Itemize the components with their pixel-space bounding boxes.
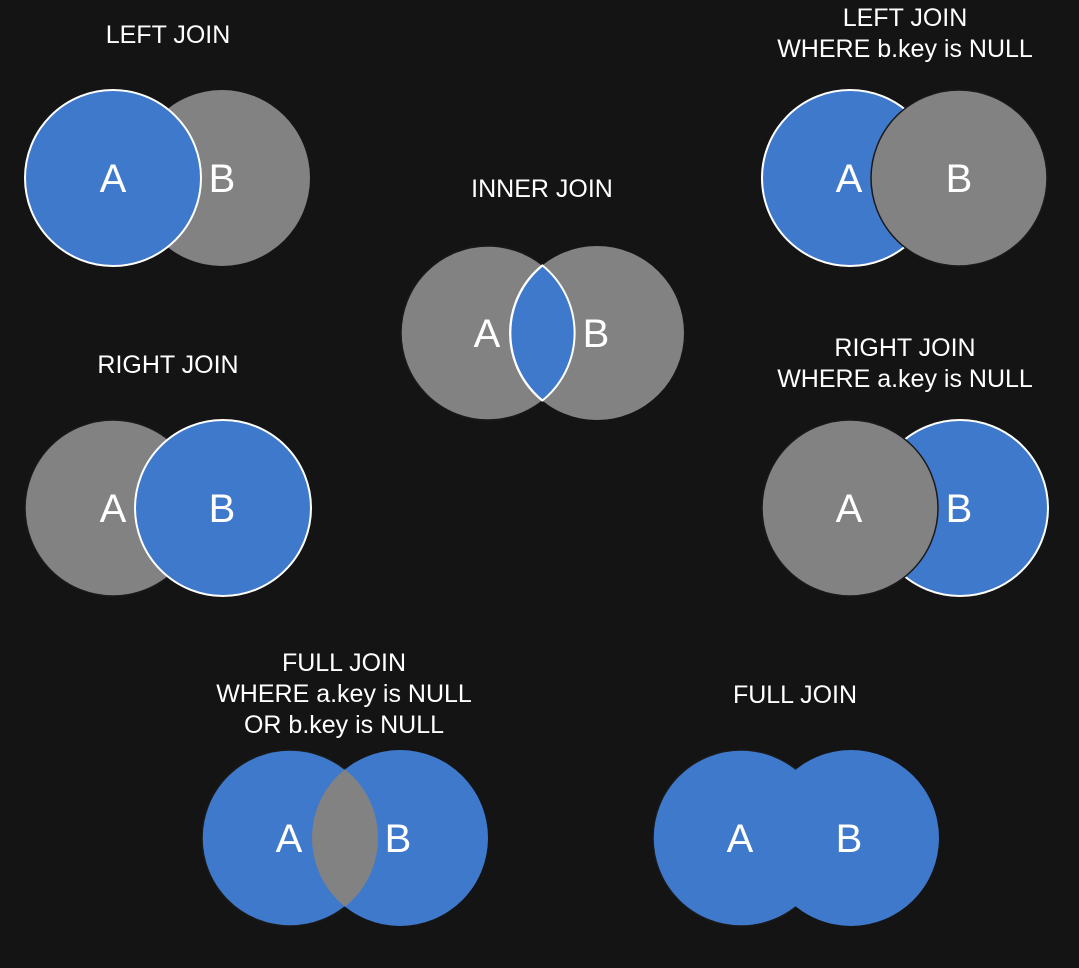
left-excluding-join-title-line-2: WHERE b.key is NULL — [777, 35, 1033, 63]
full-outer-excluding-join-venn: A B — [201, 749, 488, 927]
full-outer-excluding-join-title: FULL JOIN WHERE a.key is NULL OR b.key i… — [216, 648, 472, 741]
right-excluding-join-title-line-1: RIGHT JOIN — [834, 334, 976, 362]
full-outer-excluding-join-title-line-3: OR b.key is NULL — [243, 711, 445, 739]
full-join-set-a-label: A — [727, 817, 754, 861]
inner-join-set-a-label: A — [474, 312, 501, 356]
inner-join-venn: A B — [400, 245, 684, 421]
inner-join-title: INNER JOIN — [471, 174, 613, 205]
right-excluding-join-title-line-2: WHERE a.key is NULL — [777, 365, 1033, 393]
right-excluding-join-set-a-label: A — [836, 487, 863, 531]
left-join-set-a-circle — [24, 89, 202, 267]
left-excluding-join-title-line-1: LEFT JOIN — [842, 4, 968, 32]
left-join-set-b-label: B — [209, 157, 236, 201]
right-join-title-line-1: RIGHT JOIN — [97, 351, 239, 379]
full-join-set-b-label: B — [836, 817, 863, 861]
full-outer-excluding-join-title-line-1: FULL JOIN — [281, 649, 407, 677]
inner-join-intersection-outline — [509, 264, 576, 402]
left-excluding-join-title: LEFT JOIN WHERE b.key is NULL — [777, 3, 1033, 65]
full-join-venn: A B — [652, 749, 939, 927]
left-join-title-line-1: LEFT JOIN — [105, 21, 231, 49]
right-join-venn: A B — [24, 419, 312, 597]
inner-join-set-b-label: B — [583, 312, 610, 356]
full-join-title: FULL JOIN — [733, 680, 857, 711]
right-excluding-join-set-a-circle — [761, 419, 939, 597]
left-join-set-a-label: A — [100, 157, 127, 201]
left-join-venn: A B — [24, 89, 310, 267]
full-outer-excluding-join-title-line-2: WHERE a.key is NULL — [216, 680, 472, 708]
inner-join-title-line-1: INNER JOIN — [471, 175, 613, 203]
right-join-set-a-label: A — [100, 487, 127, 531]
full-join-title-line-1: FULL JOIN — [732, 681, 858, 709]
right-join-set-b-label: B — [209, 487, 236, 531]
right-join-title: RIGHT JOIN — [97, 350, 238, 381]
left-excluding-join-set-a-label: A — [836, 157, 863, 201]
left-join-title: LEFT JOIN — [106, 20, 231, 51]
right-excluding-join-title: RIGHT JOIN WHERE a.key is NULL — [777, 333, 1033, 395]
full-outer-excluding-join-set-a-label: A — [276, 817, 303, 861]
left-excluding-join-set-b-label: B — [946, 157, 973, 201]
left-excluding-join-set-b-circle — [870, 89, 1048, 267]
full-outer-excluding-join-set-b-label: B — [385, 817, 412, 861]
right-excluding-join-set-b-label: B — [946, 487, 973, 531]
full-join-set-b-circle — [763, 750, 939, 926]
right-join-set-b-circle — [134, 419, 312, 597]
left-excluding-join-venn: A B — [761, 89, 1048, 267]
full-outer-excluding-join-intersection — [312, 750, 378, 926]
right-excluding-join-venn: A B — [761, 419, 1049, 597]
